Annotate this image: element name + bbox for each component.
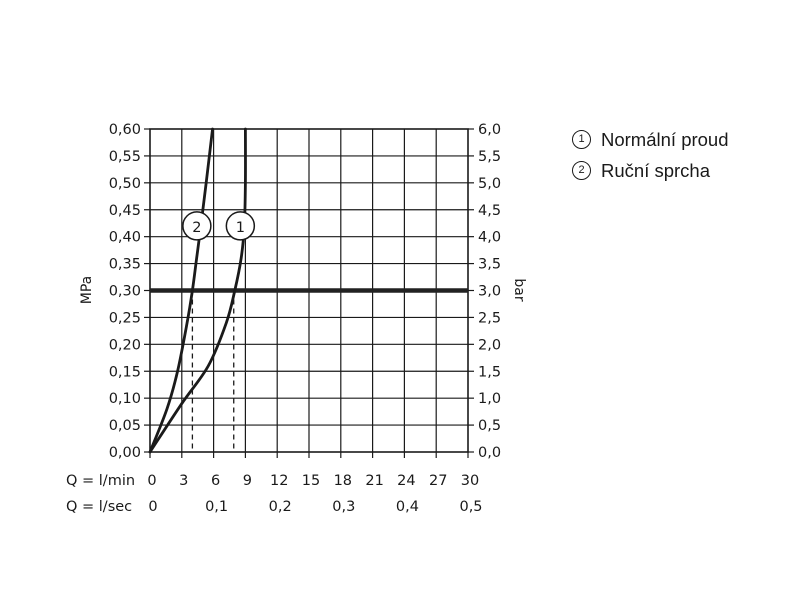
y-left-tick-label: 0,50 <box>109 176 141 192</box>
grid <box>150 129 468 452</box>
y-right-axis-label: bar <box>511 278 527 301</box>
y-right-tick-label: 5,5 <box>478 149 501 165</box>
y-left-tick-label: 0,45 <box>109 203 141 219</box>
x-row2-tick-label: 0,3 <box>332 499 355 515</box>
legend: 1 Normální proud 2 Ruční sprcha <box>572 124 729 186</box>
curve-series-1 <box>148 127 247 454</box>
y-right-tick-label: 3,5 <box>478 257 501 273</box>
x-row2-tick-label: 0,1 <box>205 499 228 515</box>
y-left-axis-label: MPa <box>79 276 95 304</box>
x-row2-tick-label: 0,5 <box>459 499 482 515</box>
y-left-tick-label: 0,55 <box>109 149 141 165</box>
y-right-tick-label: 4,0 <box>478 230 501 246</box>
y-left-tick-label: 0,10 <box>109 391 141 407</box>
y-left-tick-label: 0,20 <box>109 337 141 353</box>
marker-circle-series-1 <box>225 211 256 241</box>
x-row2-tick-label: 0 <box>148 499 157 515</box>
y-right-ticks: 0,0 0,5 1,0 1,5 2,0 2,5 3,0 3,5 4,0 4,5 5,0 5,5 6,0 <box>468 122 501 461</box>
y-left-ticks: 0,00 0,05 0,10 0,15 0,20 0,25 0,30 0,35 0,40 0,45… <box>109 122 150 461</box>
y-right-tick-label: 0,0 <box>478 445 501 461</box>
x-row2-label: Q = l/sec <box>66 499 132 515</box>
x-row2-tick-label: 0,2 <box>269 499 292 515</box>
y-right-tick-label: 2,5 <box>478 310 501 326</box>
curve-markers: 12 <box>182 211 256 241</box>
y-left-tick-label: 0,15 <box>109 364 141 380</box>
x-row1-tick-label: 15 <box>302 473 320 489</box>
y-left-tick-label: 0,30 <box>109 284 141 300</box>
y-left-tick-label: 0,60 <box>109 122 141 138</box>
legend-marker-2: 2 <box>572 161 591 180</box>
y-right-tick-label: 1,5 <box>478 364 501 380</box>
marker-label-series-1: 1 <box>236 220 245 236</box>
x-row1-tick-label: 27 <box>429 473 447 489</box>
legend-item-2: 2 Ruční sprcha <box>572 155 729 186</box>
x-row1-tick-label: 24 <box>397 473 415 489</box>
marker-circle-series-2 <box>182 211 212 241</box>
legend-label-1: Normální proud <box>601 128 729 150</box>
x-row1-tick-label: 21 <box>365 473 383 489</box>
x-row1-tick-label: 30 <box>461 473 479 489</box>
x-row1-tick-label: 3 <box>179 473 188 489</box>
marker-label-series-2: 2 <box>192 220 201 236</box>
y-right-tick-label: 1,0 <box>478 391 501 407</box>
x-row1-tick-label: 9 <box>243 473 252 489</box>
y-right-tick-label: 6,0 <box>478 122 501 138</box>
curve-series-2 <box>148 127 214 454</box>
y-left-tick-label: 0,35 <box>109 257 141 273</box>
x-row1-tick-label: 18 <box>334 473 352 489</box>
curves <box>148 127 247 454</box>
legend-marker-1: 1 <box>572 130 591 149</box>
x-row1-tick-label: 12 <box>270 473 288 489</box>
y-right-tick-label: 5,0 <box>478 176 501 192</box>
y-right-tick-label: 3,0 <box>478 284 501 300</box>
y-left-tick-label: 0,05 <box>109 418 141 434</box>
legend-label-2: Ruční sprcha <box>601 159 710 181</box>
y-right-tick-label: 4,5 <box>478 203 501 219</box>
x-row1-tick-label: 0 <box>147 473 156 489</box>
legend-item-1: 1 Normální proud <box>572 124 729 155</box>
y-left-tick-label: 0,40 <box>109 230 141 246</box>
x-row1-label: Q = l/min <box>66 473 135 489</box>
y-left-tick-label: 0,00 <box>109 445 141 461</box>
x-row2-tick-label: 0,4 <box>396 499 419 515</box>
x-ticks: Q = l/min 0 3 6 9 12 15 18 21 24 27 30 Q = l/sec 0 0,1… <box>66 452 483 515</box>
y-left-tick-label: 0,25 <box>109 310 141 326</box>
x-row1-tick-label: 6 <box>211 473 220 489</box>
y-right-tick-label: 0,5 <box>478 418 501 434</box>
y-right-tick-label: 2,0 <box>478 337 501 353</box>
